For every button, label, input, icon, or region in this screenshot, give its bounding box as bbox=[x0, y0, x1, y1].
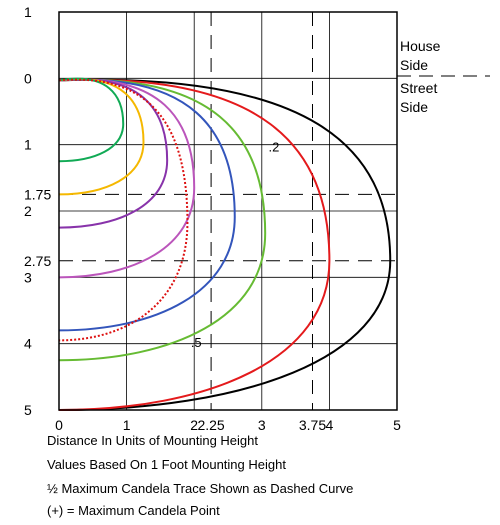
contour-curve bbox=[58, 77, 125, 163]
reference-lines bbox=[59, 12, 397, 410]
x-tick-label: 1 bbox=[123, 417, 131, 433]
y-tick-label: 1.75 bbox=[24, 186, 51, 202]
y-tick-label: 2.75 bbox=[24, 253, 51, 269]
contour-curve bbox=[58, 78, 196, 279]
contour-value-label: .5 bbox=[191, 335, 202, 350]
footer-trace-note: ½ Maximum Candela Trace Shown as Dashed … bbox=[47, 481, 353, 497]
y-tick-label: 3 bbox=[24, 269, 32, 285]
street-side-label: Street Side bbox=[400, 80, 437, 115]
contour-curve bbox=[58, 78, 236, 332]
footer-basis: Values Based On 1 Foot Mounting Height bbox=[47, 457, 286, 472]
contour-curves bbox=[58, 77, 392, 411]
y-tick-label: 2 bbox=[24, 203, 32, 219]
house-side-line1: House bbox=[400, 38, 441, 54]
half-symbol: ½ bbox=[47, 481, 58, 496]
y-tick-label: 5 bbox=[24, 402, 32, 418]
footer-trace-text: Maximum Candela Trace Shown as Dashed Cu… bbox=[61, 481, 354, 496]
y-tick-label: 1 bbox=[24, 137, 32, 153]
y-tick-labels: 1 0 1 1.752 2.753 4 5 bbox=[24, 4, 51, 418]
contour-curve bbox=[58, 78, 392, 411]
x-tick-label: 5 bbox=[393, 417, 401, 433]
contour-curve bbox=[58, 78, 145, 196]
max-candela-dashed-trace bbox=[58, 78, 189, 342]
x-tick-label: 2 bbox=[190, 417, 198, 433]
contour-labels: .2 .5 bbox=[191, 139, 280, 350]
y-tick-label: 1 bbox=[24, 4, 32, 20]
contour-curve bbox=[58, 78, 267, 362]
x-tick-label: 2.25 bbox=[197, 417, 224, 433]
y-tick-label: 4 bbox=[24, 336, 32, 352]
street-side-line2: Side bbox=[400, 99, 428, 115]
x-tick-label: 0 bbox=[55, 417, 63, 433]
footer-max-point: (+) = Maximum Candela Point bbox=[47, 503, 220, 518]
x-tick-labels: 0 1 2 2.25 3 3.75 4 5 bbox=[55, 417, 401, 433]
plot-frame bbox=[58, 11, 398, 411]
y-tick-label: 0 bbox=[24, 70, 32, 86]
footer-units: Distance In Units of Mounting Height bbox=[47, 433, 258, 448]
x-tick-label: 3 bbox=[258, 417, 266, 433]
contour-value-label: .2 bbox=[269, 139, 280, 154]
x-tick-label: 3.75 bbox=[299, 417, 326, 433]
house-side-label: House Side bbox=[400, 38, 441, 73]
contour-curve bbox=[58, 78, 169, 229]
street-side-line1: Street bbox=[400, 80, 437, 96]
house-side-line2: Side bbox=[400, 57, 428, 73]
x-tick-label: 4 bbox=[326, 417, 334, 433]
grid bbox=[59, 12, 397, 410]
contour-curve bbox=[58, 78, 331, 411]
